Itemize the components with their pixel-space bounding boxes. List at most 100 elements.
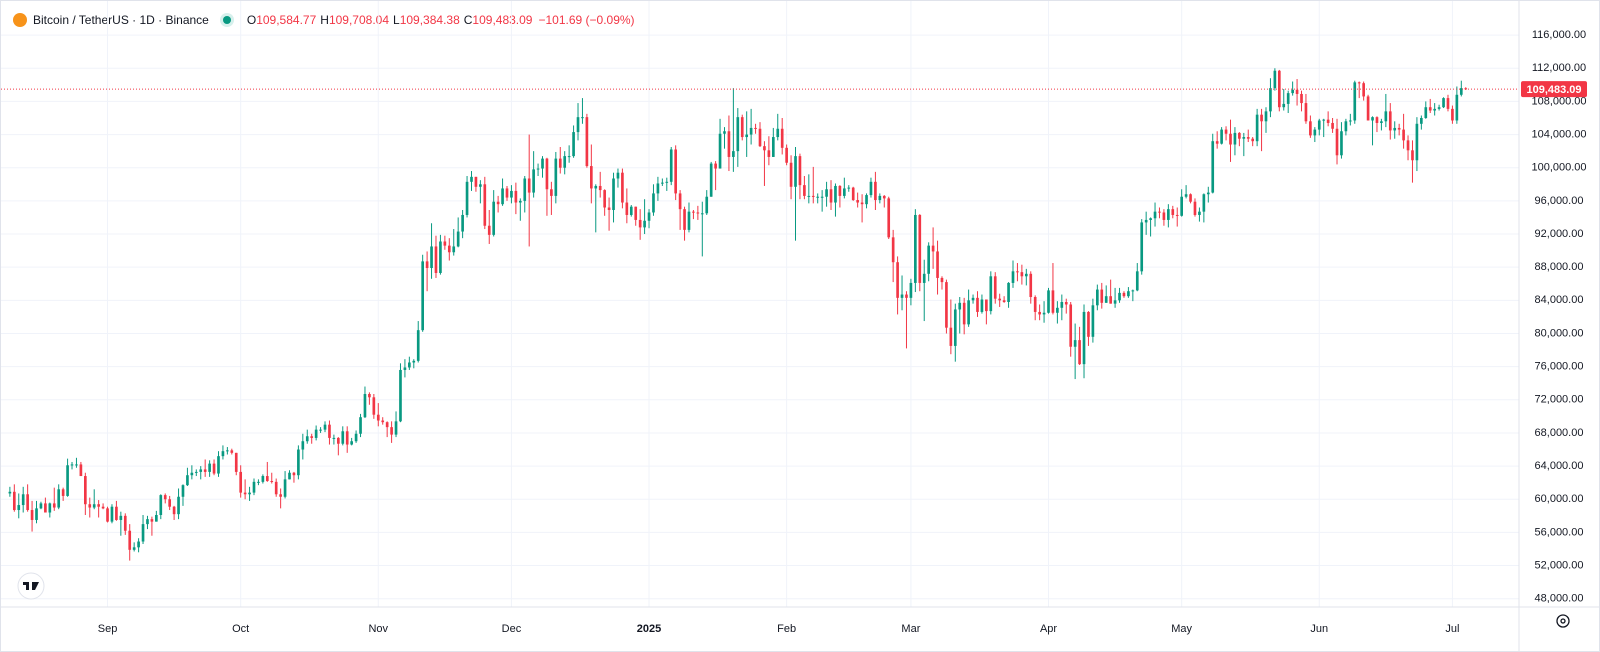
candle-body <box>44 503 47 513</box>
candles <box>1 68 1519 561</box>
ohlc-value: 109,384.38 <box>399 13 460 27</box>
tradingview-logo[interactable] <box>17 572 45 600</box>
candle-body <box>239 471 243 493</box>
y-tick-label: 100,000.00 <box>1531 162 1586 174</box>
candle-body <box>1242 137 1246 139</box>
candle-body <box>1193 201 1197 215</box>
candle-body <box>456 231 460 247</box>
candle-body <box>1393 127 1397 131</box>
candle-body <box>1171 209 1175 215</box>
candle-body <box>763 146 766 151</box>
candle-body <box>1420 117 1423 124</box>
candle-body <box>625 202 629 215</box>
candle-body <box>825 189 828 197</box>
candle-body <box>927 245 930 274</box>
candle-body <box>745 134 749 138</box>
candle-body <box>807 195 811 197</box>
logo-mark <box>23 582 39 590</box>
y-tick-label: 116,000.00 <box>1532 29 1586 41</box>
candle-body <box>594 185 598 189</box>
candle-body <box>527 178 531 193</box>
candle-body <box>683 209 686 230</box>
candle-body <box>248 492 251 495</box>
candle-body <box>52 503 56 508</box>
candle-body <box>97 504 100 507</box>
symbol-title[interactable]: Bitcoin / TetherUS · 1D · Binance <box>33 13 209 27</box>
candle-body <box>1144 219 1148 223</box>
candle-body <box>732 151 735 157</box>
candle-body <box>172 506 176 515</box>
candle-body <box>1286 93 1290 104</box>
candle-body <box>656 183 660 194</box>
candle-body <box>1149 218 1152 220</box>
symbol-icon <box>13 13 27 27</box>
candle-body <box>607 207 611 210</box>
candle-body <box>1344 121 1348 132</box>
candle-body <box>505 188 509 198</box>
candle-body <box>878 195 882 201</box>
candle-body <box>643 220 646 228</box>
candle-body <box>1371 117 1374 121</box>
x-tick-label: Apr <box>1040 623 1057 635</box>
candle-body <box>128 530 132 550</box>
candle-body <box>896 262 899 298</box>
candle-body <box>1024 273 1028 277</box>
candle-body <box>789 162 793 187</box>
y-tick-label: 52,000.00 <box>1535 559 1584 571</box>
candle-body <box>181 485 185 497</box>
candle-body <box>563 156 567 168</box>
candle-body <box>1002 300 1006 302</box>
candle-body <box>718 133 722 169</box>
candle-body <box>1428 107 1432 111</box>
candle-body <box>723 131 726 134</box>
candle-body <box>1362 83 1365 97</box>
candle-body <box>1451 108 1454 121</box>
settings-button[interactable] <box>1556 614 1570 628</box>
candle-body <box>1020 272 1024 277</box>
candle-body <box>194 471 198 473</box>
candle-body <box>976 297 979 312</box>
candle-body <box>572 132 575 157</box>
candle-body <box>1064 301 1068 305</box>
candle-body <box>936 251 939 278</box>
last-price-tag <box>1521 81 1587 98</box>
candle-body <box>163 495 167 500</box>
candle-body <box>780 128 784 148</box>
candle-body <box>79 464 83 477</box>
candle-body <box>1189 194 1192 202</box>
candle-body <box>603 190 606 208</box>
candle-body <box>638 219 642 228</box>
candle-body <box>1100 289 1104 303</box>
candle-body <box>292 472 296 476</box>
candle-body <box>363 393 367 418</box>
candle-body <box>1264 111 1268 122</box>
y-tick-label: 104,000.00 <box>1531 128 1586 140</box>
candle-body <box>851 187 855 201</box>
candle-body <box>621 172 624 203</box>
candle-body <box>48 503 52 513</box>
ohlc-value: 109,483.09 <box>472 13 533 27</box>
y-tick-label: 80,000.00 <box>1535 327 1584 339</box>
candle-body <box>319 429 322 431</box>
candle-body <box>421 261 424 331</box>
candle-body <box>332 437 336 439</box>
candle-body <box>483 184 487 226</box>
candle-body <box>1118 292 1121 301</box>
candle-body <box>754 127 757 129</box>
candle-body <box>874 181 877 201</box>
candle-body <box>1140 222 1144 272</box>
candle-body <box>297 449 300 476</box>
candle-body <box>434 246 438 273</box>
candle-body <box>203 469 207 472</box>
candle-body <box>1060 301 1064 308</box>
candle-body <box>1096 289 1099 306</box>
y-tick-label: 76,000.00 <box>1535 361 1584 373</box>
candle-body <box>1309 121 1312 136</box>
candle-body <box>616 172 620 179</box>
candle-body <box>1366 96 1370 121</box>
y-tick-label: 64,000.00 <box>1535 460 1584 472</box>
candle-body <box>993 276 997 299</box>
candle-body <box>1198 211 1201 215</box>
candle-body <box>1437 107 1441 109</box>
